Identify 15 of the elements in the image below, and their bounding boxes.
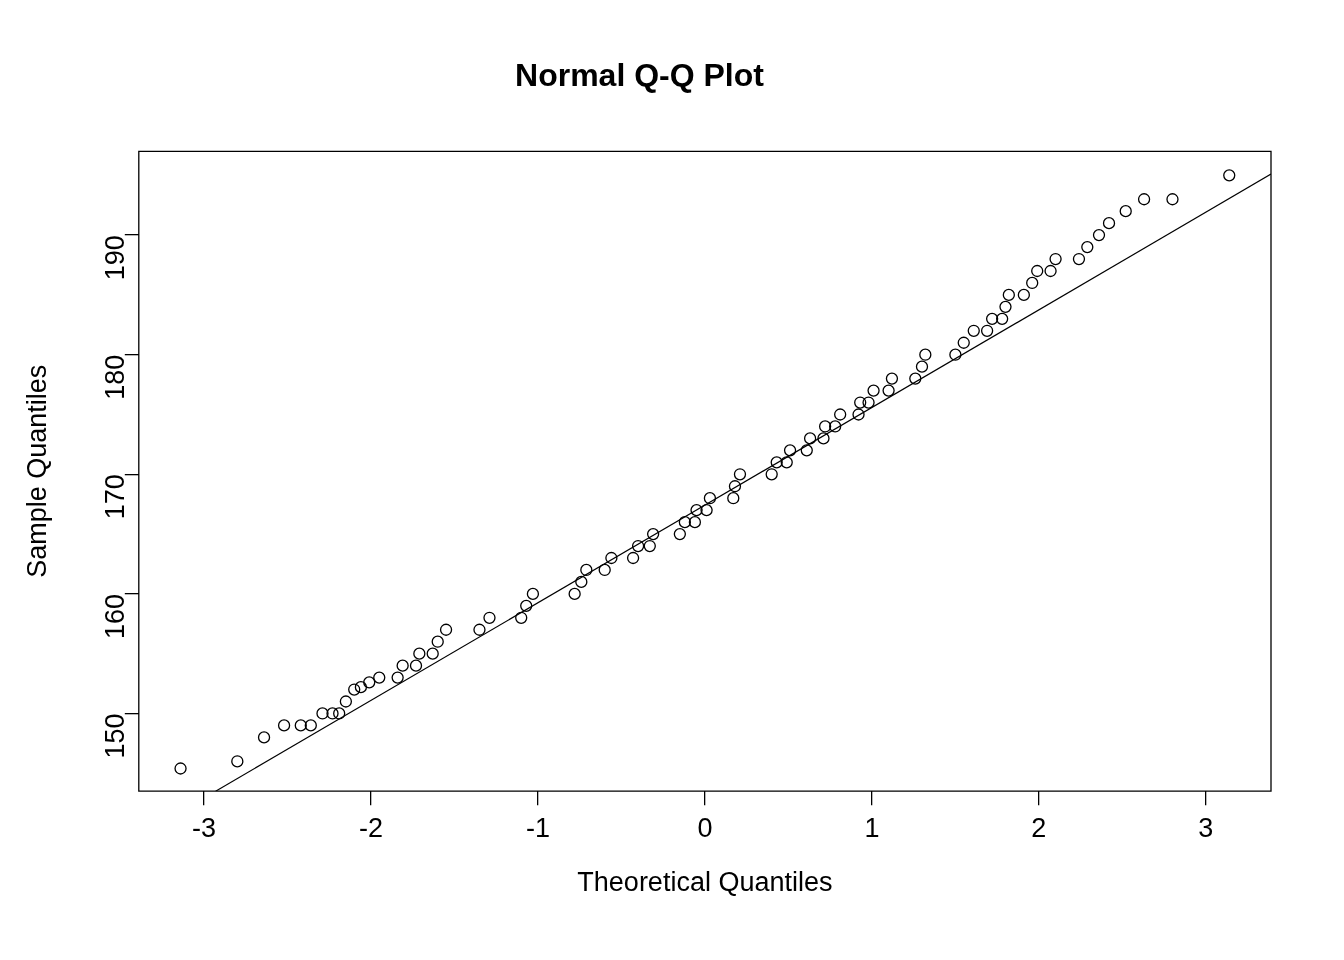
x-tick-label: 1 [864, 812, 880, 843]
y-tick-label: 180 [100, 354, 131, 400]
chart-title: Normal Q-Q Plot [515, 57, 765, 94]
y-tick-label: 160 [100, 593, 131, 639]
x-tick-label: 2 [1031, 812, 1047, 843]
x-tick-label: -2 [358, 812, 383, 843]
y-tick-label: 150 [100, 713, 131, 759]
x-axis-title: Theoretical Quantiles [577, 867, 833, 898]
x-tick-label: -1 [525, 812, 550, 843]
y-tick-label: 170 [100, 474, 131, 520]
x-tick-label: 0 [697, 812, 713, 843]
x-tick-label: 3 [1198, 812, 1214, 843]
x-tick-label: -3 [191, 812, 216, 843]
y-axis-title: Sample Quantiles [21, 364, 52, 578]
y-tick-label: 190 [100, 235, 131, 281]
